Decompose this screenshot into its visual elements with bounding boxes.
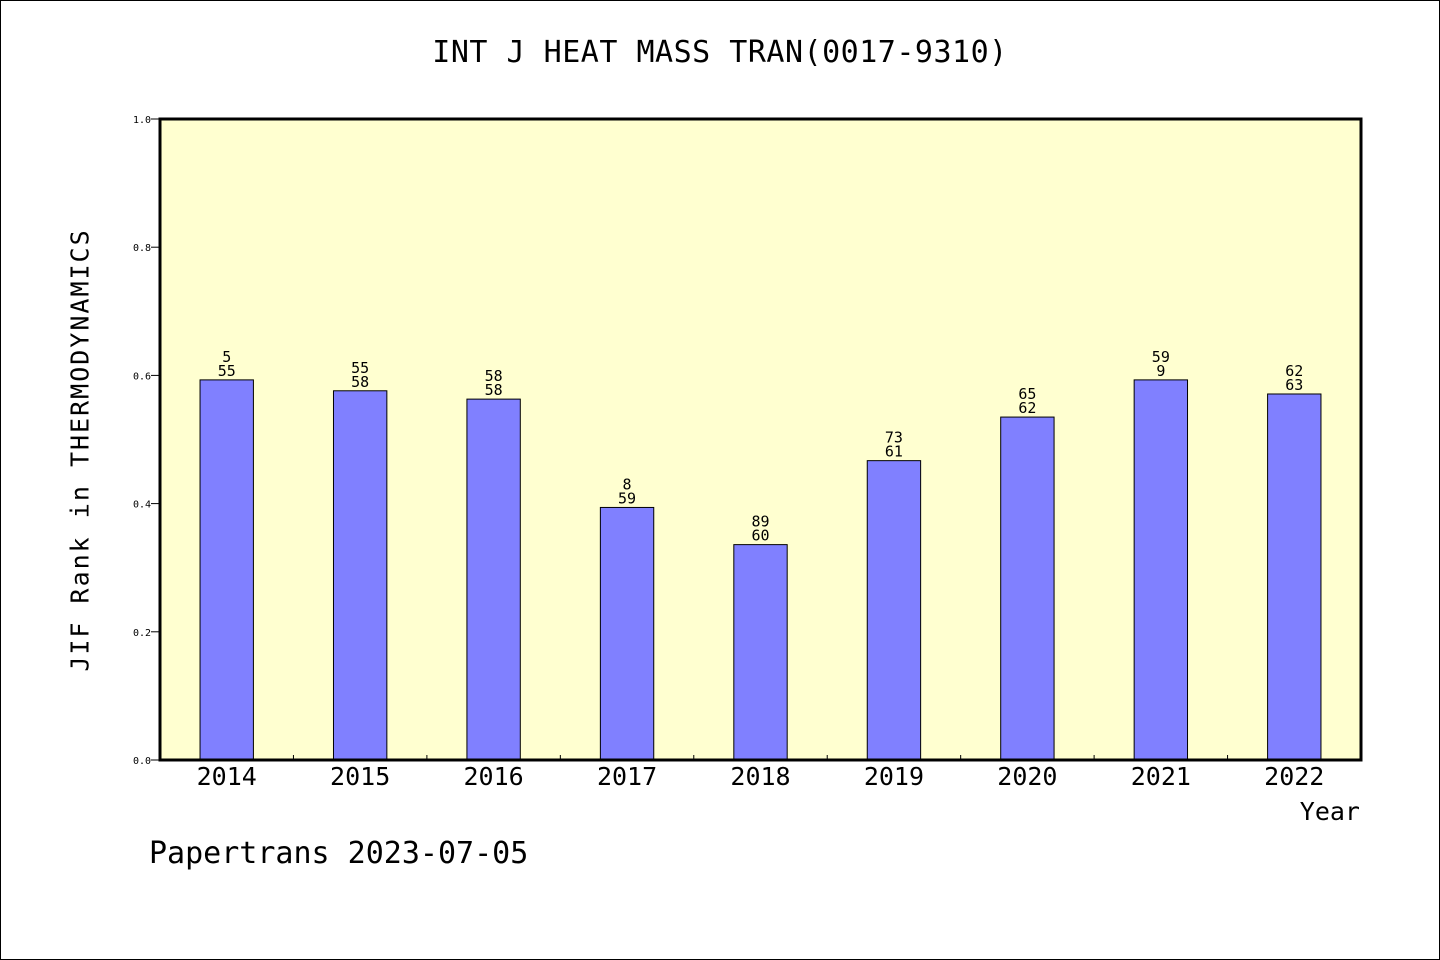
bar-label: 73 bbox=[885, 429, 903, 447]
chart-title: INT J HEAT MASS TRAN(0017-9310) bbox=[432, 35, 1008, 70]
bar-2020 bbox=[1000, 416, 1055, 761]
bar-label: 55 bbox=[351, 359, 369, 377]
bar-label: 62 bbox=[1285, 362, 1303, 380]
bar-2015 bbox=[332, 390, 388, 761]
x-tick-label: 2015 bbox=[330, 762, 390, 791]
y-tick-label: 0.2 bbox=[133, 628, 151, 639]
bar-label: 62 bbox=[1018, 399, 1036, 417]
y-tick-label: 1.0 bbox=[133, 115, 151, 126]
x-axis-label: Year bbox=[1299, 797, 1360, 826]
bar-label: 8 bbox=[623, 475, 632, 493]
y-tick-label: 0.6 bbox=[133, 371, 151, 382]
bar-label: 60 bbox=[751, 527, 769, 545]
bar-label: 58 bbox=[485, 367, 503, 385]
bar-2016 bbox=[466, 398, 521, 761]
bar-2017 bbox=[599, 506, 655, 761]
bar-label: 89 bbox=[751, 513, 769, 531]
bar-label: 58 bbox=[351, 373, 369, 391]
x-tick-label: 2020 bbox=[997, 762, 1057, 791]
x-tick-label: 2019 bbox=[864, 762, 924, 791]
y-tick-label: 0.4 bbox=[133, 500, 151, 511]
bar-label: 55 bbox=[218, 362, 236, 380]
bar-label: 9 bbox=[1156, 362, 1165, 380]
x-tick-label: 2022 bbox=[1264, 762, 1324, 791]
y-tick-label: 0.8 bbox=[133, 243, 151, 254]
bar-label: 59 bbox=[1152, 348, 1170, 366]
bar-2018 bbox=[733, 544, 788, 761]
y-tick-label: 0.0 bbox=[133, 756, 151, 767]
bar-2014 bbox=[199, 379, 254, 761]
bar-label: 58 bbox=[485, 381, 503, 399]
bar-label: 63 bbox=[1285, 376, 1303, 394]
x-tick-label: 2016 bbox=[464, 762, 524, 791]
plot-border bbox=[158, 117, 1363, 762]
bar-2019 bbox=[866, 460, 922, 761]
x-tick-label: 2021 bbox=[1131, 762, 1191, 791]
footer-source-date: Papertrans 2023-07-05 bbox=[149, 836, 529, 871]
bar-label: 59 bbox=[618, 489, 636, 507]
bar-label: 61 bbox=[885, 443, 903, 461]
bar-2021 bbox=[1133, 379, 1189, 761]
x-tick-label: 2014 bbox=[197, 762, 257, 791]
bar-label: 5 bbox=[222, 348, 231, 366]
bar-label: 65 bbox=[1018, 385, 1036, 403]
x-tick-label: 2018 bbox=[730, 762, 790, 791]
x-tick-label: 2017 bbox=[597, 762, 657, 791]
bar-2022 bbox=[1267, 393, 1322, 761]
